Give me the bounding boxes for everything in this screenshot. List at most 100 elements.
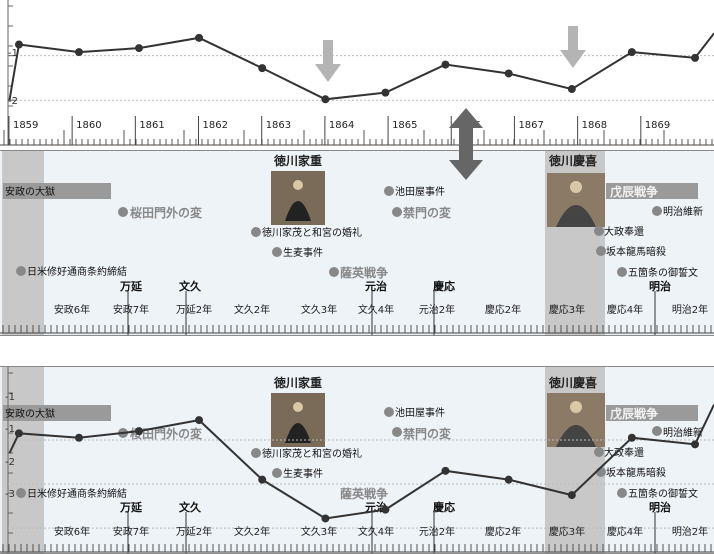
event-label: 日米修好通商条約締結 <box>27 487 127 500</box>
event-label: 徳川家茂と和宮の婚礼 <box>262 226 362 239</box>
year-label: 1868 <box>582 120 607 131</box>
y-tick-label: -1 <box>5 392 15 403</box>
year-label: 1864 <box>329 120 354 131</box>
data-point <box>195 416 204 425</box>
event-label: 大政奉還 <box>604 225 644 238</box>
event-label: 大政奉還 <box>604 446 644 459</box>
event-bar <box>606 183 698 199</box>
down-arrow-icon <box>315 40 341 82</box>
highlight-band <box>2 367 44 553</box>
data-point <box>691 53 700 62</box>
data-point <box>74 48 83 57</box>
event-label: 生麦事件 <box>283 467 323 480</box>
shogun-name: 徳川家重 <box>273 375 322 390</box>
highlight-band <box>2 151 44 335</box>
top-chart-panel: -1 -2 1859186018611862186318641865186618… <box>0 0 714 151</box>
series-line <box>8 32 714 101</box>
era-year-label: 文久3年 <box>301 303 337 316</box>
data-point <box>381 505 390 514</box>
double-arrow-icon <box>449 108 483 180</box>
era-year-label: 明治2年 <box>672 303 708 316</box>
shogun-name: 徳川慶喜 <box>548 375 597 390</box>
portrait-image <box>271 393 325 447</box>
era-name: 万延 <box>119 500 143 514</box>
era-year-label: 安政6年 <box>54 303 90 316</box>
era-year-label: 文久4年 <box>358 303 394 316</box>
data-point <box>14 429 23 438</box>
era-year-label: 文久2年 <box>234 525 270 538</box>
portrait-image <box>271 171 325 225</box>
era-name: 慶応 <box>433 279 455 293</box>
data-point <box>627 433 636 442</box>
top-line-chart: -1 -2 1859186018611862186318641865186618… <box>0 0 714 146</box>
year-label: 1863 <box>266 120 291 131</box>
portrait-image <box>547 393 605 447</box>
timeline-svg: 徳川家重 徳川慶喜 安政の大獄 桜田門外の変 徳川家茂と和宮の婚礼 生麦事件 池… <box>0 151 714 335</box>
portrait-image <box>547 173 605 227</box>
event-label: 坂本龍馬暗殺 <box>606 245 666 258</box>
data-point <box>627 48 636 57</box>
event-label: 禁門の変 <box>403 426 452 441</box>
year-label: 1859 <box>13 120 38 131</box>
era-year-label: 慶応2年 <box>485 525 521 538</box>
data-point <box>135 44 144 53</box>
event-label: 五箇条の御誓文 <box>628 487 698 500</box>
era-year-label: 慶応2年 <box>485 303 521 316</box>
timeline-panel: 徳川家重 徳川慶喜 安政の大獄 桜田門外の変 徳川家茂と和宮の婚礼 生麦事件 池… <box>0 150 714 336</box>
bottom-overlay-panel: 徳川家重 徳川慶喜 安政の大獄 桜田門外の変 徳川家茂と和宮の婚礼 生麦事件 池… <box>0 366 714 554</box>
data-point <box>504 69 513 78</box>
era-year-label: 万延2年 <box>176 525 212 538</box>
event-label: 安政の大獄 <box>5 407 55 420</box>
era-year-label: 安政7年 <box>113 525 149 538</box>
era-name: 元治 <box>365 279 387 293</box>
data-point <box>14 40 23 49</box>
event-label: 明治維新 <box>663 205 703 218</box>
year-label: 1861 <box>139 120 164 131</box>
y-tick-label: -3 <box>5 489 15 500</box>
event-label: 池田屋事件 <box>395 185 445 198</box>
era-year-label: 元治2年 <box>419 303 455 316</box>
year-label: 1865 <box>392 120 417 131</box>
data-point <box>195 33 204 42</box>
era-year-label: 文久2年 <box>234 303 270 316</box>
y-tick-label: -1 <box>5 424 15 435</box>
data-point <box>381 88 390 97</box>
era-year-label: 文久4年 <box>358 525 394 538</box>
y-tick-label: -2 <box>5 457 15 468</box>
event-bar <box>3 183 111 199</box>
data-point <box>441 60 450 69</box>
shogun-name: 徳川慶喜 <box>548 153 597 168</box>
era-year-label: 安政6年 <box>54 525 90 538</box>
data-point <box>504 475 513 484</box>
year-label: 1860 <box>76 120 101 131</box>
event-label: 日米修好通商条約締結 <box>27 265 127 278</box>
event-label: 薩英戦争 <box>340 486 388 501</box>
era-year-label: 万延2年 <box>176 303 212 316</box>
year-label: 1869 <box>645 120 670 131</box>
era-year-label: 文久3年 <box>301 525 337 538</box>
series-line <box>8 404 714 520</box>
down-arrow-icon <box>560 26 586 68</box>
era-name: 明治 <box>649 279 671 293</box>
data-point <box>691 440 700 449</box>
era-year-label: 慶応4年 <box>607 303 643 316</box>
event-label: 禁門の変 <box>403 205 452 220</box>
era-year-label: 慶応3年 <box>549 525 585 538</box>
event-label: 明治維新 <box>663 426 703 439</box>
event-label: 生麦事件 <box>283 246 323 259</box>
era-name: 万延 <box>119 279 143 293</box>
y-tick-label: -1 <box>8 48 18 59</box>
era-name: 慶応 <box>433 500 455 514</box>
event-label: 薩英戦争 <box>340 265 388 280</box>
data-point <box>135 427 144 436</box>
era-year-label: 安政7年 <box>113 303 149 316</box>
data-point <box>258 64 267 73</box>
shogun-name: 徳川家重 <box>273 153 322 168</box>
era-year-label: 明治2年 <box>672 525 708 538</box>
event-label: 戊辰戦争 <box>609 406 658 421</box>
y-tick-label: -2 <box>8 96 18 107</box>
era-name: 文久 <box>179 279 202 293</box>
year-label: 1862 <box>203 120 228 131</box>
event-label: 徳川家茂と和宮の婚礼 <box>262 447 362 460</box>
event-label: 戊辰戦争 <box>609 184 658 199</box>
